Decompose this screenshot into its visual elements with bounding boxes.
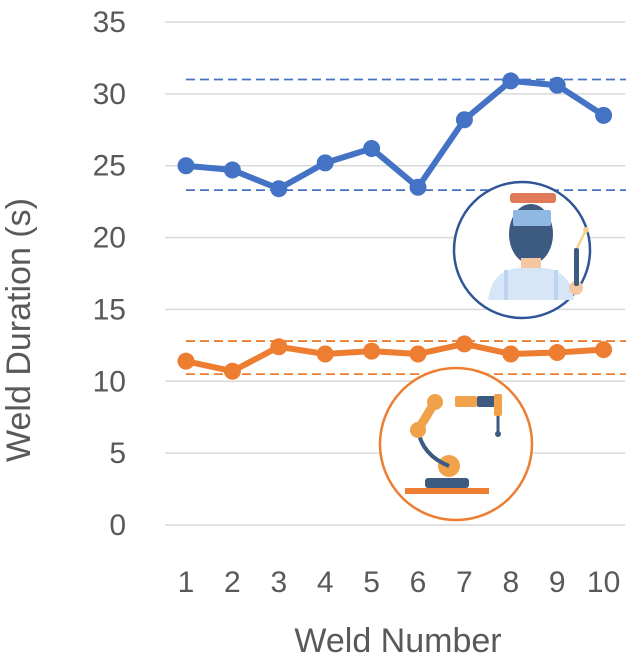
data-point [502, 72, 520, 90]
x-tick-label: 6 [410, 566, 427, 599]
x-tick-label: 10 [587, 566, 620, 599]
data-point [270, 180, 288, 198]
y-axis-title: Weld Duration (s) [0, 198, 38, 462]
data-point [223, 362, 241, 380]
data-point [595, 106, 613, 124]
data-point [177, 157, 195, 175]
x-tick-label: 2 [224, 566, 241, 599]
x-tick-label: 5 [363, 566, 380, 599]
x-tick-label: 3 [270, 566, 287, 599]
y-tick-label: 0 [109, 509, 126, 542]
data-point [363, 139, 381, 157]
y-tick-label: 30 [93, 78, 126, 111]
x-tick-label: 1 [178, 566, 195, 599]
robot-arm-icon [378, 366, 534, 522]
x-axis-title: Weld Number [294, 622, 501, 660]
x-tick-label: 4 [317, 566, 334, 599]
data-point [455, 111, 473, 129]
data-point [455, 335, 473, 353]
data-point [548, 344, 566, 362]
data-point [409, 345, 427, 363]
data-point [363, 342, 381, 360]
y-tick-labels: 0 5 10 15 20 25 30 35 [93, 6, 126, 542]
y-tick-label: 10 [93, 365, 126, 398]
data-point [316, 154, 334, 172]
data-point [177, 352, 195, 370]
data-point [270, 338, 288, 356]
y-tick-label: 5 [109, 437, 126, 470]
x-tick-label: 8 [502, 566, 519, 599]
x-tick-label: 7 [456, 566, 473, 599]
y-tick-label: 15 [93, 293, 126, 326]
x-tick-labels: 1 2 3 4 5 6 7 8 9 10 [178, 566, 621, 599]
series-1 [177, 72, 613, 198]
series-line [183, 340, 607, 375]
data-point [548, 76, 566, 94]
welder-icon [452, 180, 592, 320]
series-2 [177, 335, 613, 380]
data-point [223, 161, 241, 179]
x-tick-label: 9 [549, 566, 566, 599]
data-point [502, 345, 520, 363]
y-tick-label: 20 [93, 222, 126, 255]
y-tick-label: 35 [93, 6, 126, 39]
data-point [595, 341, 613, 359]
data-point [316, 345, 334, 363]
data-point [409, 178, 427, 196]
series-line [183, 77, 607, 192]
y-tick-label: 25 [93, 150, 126, 183]
series-layer [177, 72, 613, 380]
